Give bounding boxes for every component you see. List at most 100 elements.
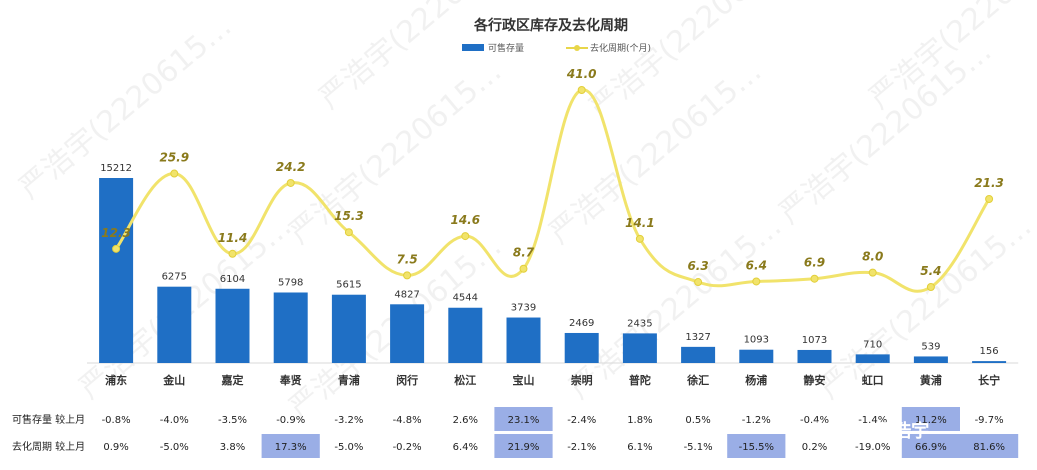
table-cell-highlight xyxy=(901,434,960,458)
table-cell: -0.2% xyxy=(393,442,422,453)
bar-value-label: 6104 xyxy=(220,274,245,285)
bar-value-label: 6275 xyxy=(162,272,187,283)
line-value-label: 5.4 xyxy=(920,264,941,278)
table-cell-highlight xyxy=(494,434,553,458)
line-point xyxy=(228,249,237,258)
table-cell: -0.4% xyxy=(800,415,829,426)
bar xyxy=(797,349,832,363)
line-point xyxy=(752,277,761,286)
legend-bar-swatch xyxy=(462,44,484,51)
table-cell: 6.4% xyxy=(453,442,478,453)
legend-line-marker xyxy=(574,45,580,51)
bar-value-label: 5615 xyxy=(336,280,361,291)
category-label: 黄浦 xyxy=(920,373,942,387)
line-value-label: 24.2 xyxy=(276,160,306,174)
category-label: 青浦 xyxy=(338,373,360,387)
table-cell: 21.9% xyxy=(508,442,540,453)
category-label: 静安 xyxy=(804,373,826,387)
category-label: 崇明 xyxy=(571,373,593,387)
category-label: 徐汇 xyxy=(686,373,709,387)
line-value-label: 41.0 xyxy=(566,67,597,81)
line-point xyxy=(635,234,644,243)
table-row-label: 去化周期 较上月 xyxy=(12,440,85,453)
table-cell: 66.9% xyxy=(915,442,947,453)
table-cell: 3.8% xyxy=(220,442,245,453)
bar-value-label: 1327 xyxy=(685,332,710,343)
table-cell-highlight xyxy=(901,407,960,431)
table-cell: -5.1% xyxy=(684,442,713,453)
line-point xyxy=(694,278,703,287)
line-series-path xyxy=(114,88,991,293)
line-point xyxy=(286,178,295,187)
bar xyxy=(99,178,134,363)
watermark-text: 严浩宇(2220615… xyxy=(13,9,239,206)
bar xyxy=(157,286,192,363)
line-value-label: 11.4 xyxy=(218,231,248,245)
category-label: 奉贤 xyxy=(279,373,302,387)
table-cell: -5.0% xyxy=(334,442,363,453)
line-value-label: 21.3 xyxy=(974,176,1004,190)
category-label: 长宁 xyxy=(978,373,1000,387)
line-value-label: 6.9 xyxy=(804,256,825,270)
bar xyxy=(564,332,599,363)
bar-value-label: 5798 xyxy=(278,277,303,288)
table-cell: 2.6% xyxy=(453,415,478,426)
bar xyxy=(215,288,250,363)
category-label: 金山 xyxy=(162,373,185,387)
category-label: 宝山 xyxy=(513,373,535,387)
table-cell: -1.4% xyxy=(858,415,887,426)
table-cell: -9.7% xyxy=(975,415,1004,426)
table-cell-highlight xyxy=(727,434,786,458)
table-cell: -2.4% xyxy=(567,415,596,426)
line-point xyxy=(868,268,877,277)
bar xyxy=(390,304,425,363)
line-value-label: 7.5 xyxy=(396,252,417,266)
line-point xyxy=(344,228,353,237)
line-point xyxy=(519,264,528,273)
bar xyxy=(622,333,657,363)
bar xyxy=(681,346,716,363)
line-point xyxy=(985,195,994,204)
line-value-label: 6.3 xyxy=(687,259,708,273)
bar-value-label: 2469 xyxy=(569,318,594,329)
line-value-label: 6.4 xyxy=(746,258,767,272)
category-label: 虹口 xyxy=(862,373,884,387)
bar-value-label: 2435 xyxy=(627,318,652,329)
bar xyxy=(331,294,366,363)
table-cell: -5.0% xyxy=(160,442,189,453)
table-cell: 0.5% xyxy=(685,415,710,426)
line-value-label: 15.3 xyxy=(334,209,364,223)
bar xyxy=(855,354,890,363)
line-point xyxy=(926,283,935,291)
table-cell: -3.2% xyxy=(334,415,363,426)
bar xyxy=(972,361,1007,363)
line-point xyxy=(810,274,819,283)
category-label: 闵行 xyxy=(396,373,418,387)
table-cell: -1.2% xyxy=(742,415,771,426)
line-value-label: 12.3 xyxy=(101,226,131,240)
bar xyxy=(739,349,774,363)
line-value-label: 14.1 xyxy=(625,216,655,230)
table-cell: -0.8% xyxy=(102,415,131,426)
table-cell: -4.8% xyxy=(393,415,422,426)
category-label: 普陀 xyxy=(629,373,651,387)
bar-value-label: 710 xyxy=(863,339,882,350)
line-value-label: 25.9 xyxy=(159,151,189,165)
watermark-text: 严浩宇(2220615… xyxy=(773,34,999,231)
bar xyxy=(273,292,308,363)
bar xyxy=(913,356,948,363)
bar-value-label: 156 xyxy=(980,346,999,357)
category-label: 松江 xyxy=(454,373,476,387)
line-point xyxy=(170,169,179,178)
table-cell-highlight xyxy=(261,434,320,458)
bar-value-label: 1073 xyxy=(802,335,827,346)
table-cell-highlight xyxy=(494,407,553,431)
table-cell: 0.2% xyxy=(802,442,827,453)
legend-line-label: 去化周期(个月) xyxy=(590,42,651,54)
table-cell: -3.5% xyxy=(218,415,247,426)
category-label: 嘉定 xyxy=(221,373,244,387)
table-cell: 17.3% xyxy=(275,442,307,453)
line-point xyxy=(112,244,121,253)
